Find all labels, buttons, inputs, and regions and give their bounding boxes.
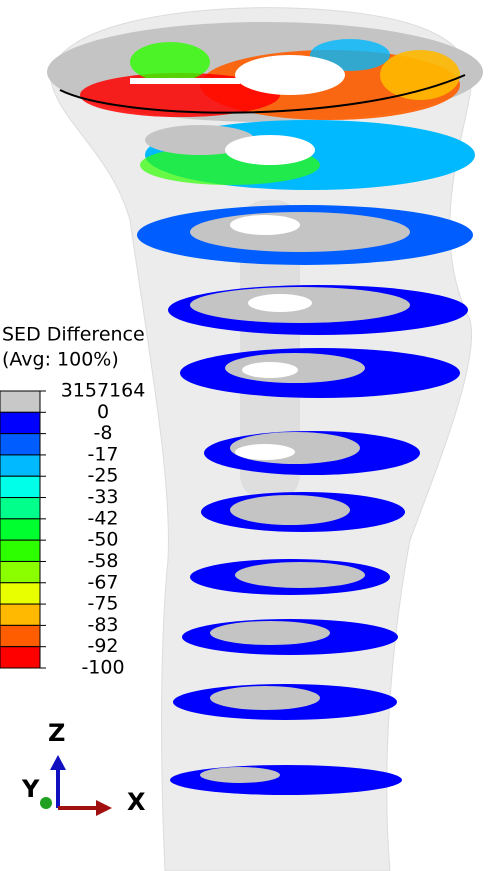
- legend-swatch: [0, 433, 41, 456]
- legend-label: 0: [97, 401, 109, 423]
- legend-label: -75: [87, 593, 118, 615]
- axis-triad: Z Y X: [21, 719, 146, 816]
- legend-label: 3157164: [61, 380, 146, 402]
- legend-label: -100: [81, 657, 124, 679]
- legend-title: SED Difference: [2, 324, 145, 346]
- legend-swatch: [0, 646, 41, 669]
- slices: [47, 22, 483, 795]
- legend-swatch: [0, 475, 41, 499]
- legend-label: -42: [87, 507, 118, 529]
- x-label: X: [127, 788, 146, 816]
- legend-label: -50: [87, 529, 118, 551]
- y-label: Y: [21, 775, 40, 803]
- legend-label: -17: [87, 443, 118, 465]
- legend-label: -58: [87, 550, 118, 572]
- legend-label: -67: [87, 571, 118, 593]
- z-label: Z: [48, 719, 65, 747]
- legend-swatch: [0, 454, 41, 477]
- legend-swatch: [0, 518, 41, 541]
- legend-swatch: [0, 411, 41, 435]
- legend-label: -25: [87, 465, 118, 487]
- legend-label: -83: [87, 614, 118, 636]
- legend-swatch: [0, 539, 41, 562]
- legend-label: -33: [87, 486, 118, 508]
- legend-swatch: [0, 390, 41, 413]
- legend-label: -92: [87, 635, 118, 657]
- legend-swatch: [0, 582, 41, 605]
- legend-swatch: [0, 603, 41, 626]
- legend: SED Difference (Avg: 100%) 31571640-8-17…: [0, 324, 145, 679]
- legend-swatch: [0, 560, 41, 584]
- legend-label: -8: [94, 422, 113, 444]
- legend-subtitle: (Avg: 100%): [2, 349, 119, 371]
- legend-swatch: [0, 497, 41, 520]
- legend-swatch: [0, 624, 41, 648]
